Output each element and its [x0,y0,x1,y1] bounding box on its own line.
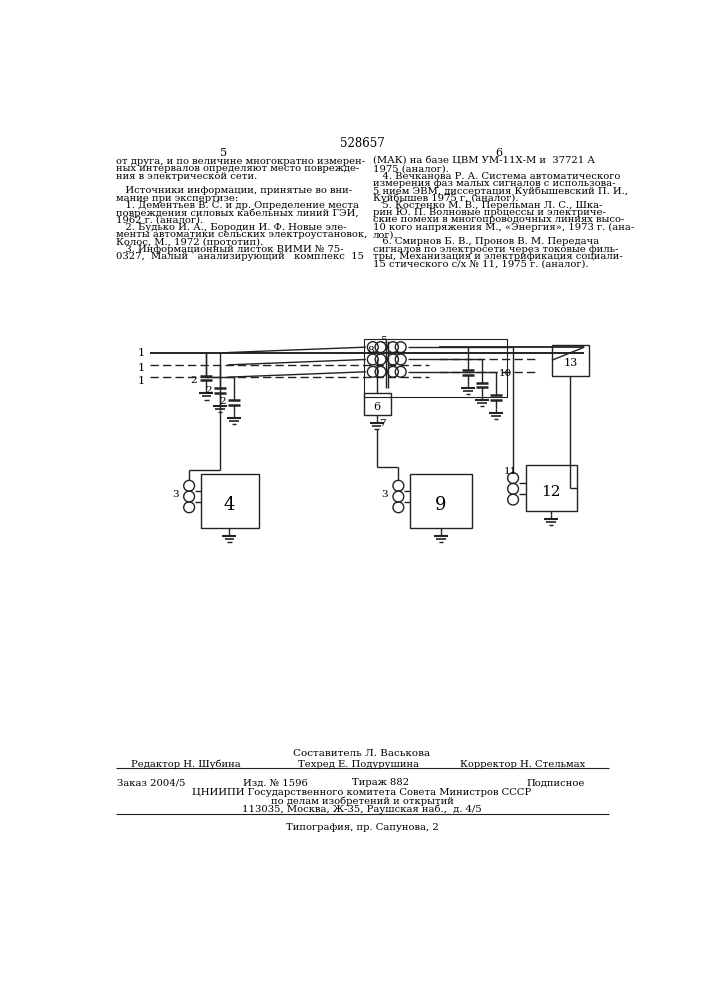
Text: Подписное: Подписное [526,778,585,787]
Text: 2: 2 [190,376,197,385]
Text: 12: 12 [542,485,561,499]
Bar [363,339,507,397]
Text: Колос, М., 1972 (прототип).: Колос, М., 1972 (прототип). [116,237,264,247]
Text: 3. Информационный листок ВИМИ № 75-: 3. Информационный листок ВИМИ № 75- [116,245,344,254]
Text: 2: 2 [205,386,211,395]
Text: 7: 7 [379,419,385,428]
Text: 1962 г. (аналог).: 1962 г. (аналог). [116,215,204,224]
Text: сигналов по электросети через токовые филь-: сигналов по электросети через токовые фи… [373,245,618,254]
Text: 5: 5 [380,336,386,345]
Text: измерения фаз малых сигналов с использова-: измерения фаз малых сигналов с использов… [373,179,615,188]
Text: 5 нием ЭВМ, диссертация Куйбышевский П. И.,: 5 нием ЭВМ, диссертация Куйбышевский П. … [373,186,628,196]
Text: 3: 3 [172,490,178,499]
Text: 6: 6 [373,402,380,412]
Text: Корректор Н. Стельмах: Корректор Н. Стельмах [460,760,585,769]
Bar [201,474,259,528]
Text: 528657: 528657 [339,137,385,150]
Text: повреждения силовых кабельных линий ГЭИ,: повреждения силовых кабельных линий ГЭИ, [116,208,359,218]
Text: ния в электрической сети.: ния в электрической сети. [116,172,257,181]
Text: 9: 9 [436,496,447,514]
Text: рин Ю. П. Волновые процессы и электриче-: рин Ю. П. Волновые процессы и электриче- [373,208,606,217]
Text: 15 стического с/х № 11, 1975 г. (аналог).: 15 стического с/х № 11, 1975 г. (аналог)… [373,259,588,268]
Text: Типография, пр. Сапунова, 2: Типография, пр. Сапунова, 2 [286,823,438,832]
Text: 8: 8 [368,346,374,355]
Bar [363,393,391,415]
Text: 5. Костенко М. В., Перельман Л. С., Шка-: 5. Костенко М. В., Перельман Л. С., Шка- [373,201,602,210]
Text: 1975 (аналог).: 1975 (аналог). [373,164,449,173]
Text: 5: 5 [221,148,228,158]
Text: 1. Дементьев В. С. и др. Определение места: 1. Дементьев В. С. и др. Определение мес… [116,201,359,210]
Text: ЦНИИПИ Государственного комитета Совета Министров СССР: ЦНИИПИ Государственного комитета Совета … [192,788,532,797]
Text: лог).: лог). [373,230,397,239]
Text: Тираж 882: Тираж 882 [352,778,409,787]
Text: 4: 4 [223,496,235,514]
Text: 10 кого напряжения М., «Энергия», 1973 г. (ана-: 10 кого напряжения М., «Энергия», 1973 г… [373,223,634,232]
Text: 6: 6 [496,148,503,158]
Text: мание при экспертизе:: мание при экспертизе: [116,194,238,203]
Text: от друга, и по величине многократно измерен-: от друга, и по величине многократно изме… [116,157,366,166]
Text: ных интервалов определяют место поврежде-: ных интервалов определяют место поврежде… [116,164,360,173]
Text: тры, Механизация и электрификация социали-: тры, Механизация и электрификация социал… [373,252,623,261]
Bar [410,474,472,528]
Text: Техред Е. Подурушина: Техред Е. Подурушина [298,760,419,769]
Text: 113035, Москва, Ж-35, Раушская наб.,  д. 4/5: 113035, Москва, Ж-35, Раушская наб., д. … [242,805,482,814]
Bar [552,345,589,376]
Text: 3: 3 [381,490,387,499]
Text: 0327,  Малый   анализирующий   комплекс  15: 0327, Малый анализирующий комплекс 15 [116,252,364,261]
Text: Куйбышев 1975 г. (аналог).: Куйбышев 1975 г. (аналог). [373,194,518,203]
Text: 10: 10 [499,369,513,378]
Text: 1: 1 [137,363,144,373]
Text: Источники информации, принятые во вни-: Источники информации, принятые во вни- [116,186,352,195]
Text: 4. Вечканова Р. А. Система автоматического: 4. Вечканова Р. А. Система автоматическо… [373,172,620,181]
Text: ские помехи в многопроводочных линиях высо-: ские помехи в многопроводочных линиях вы… [373,215,624,224]
Bar [526,465,577,511]
Text: 2: 2 [220,397,226,406]
Text: 11: 11 [504,466,518,476]
Text: 2. Будько И. А., Бородин И. Ф. Новые эле-: 2. Будько И. А., Бородин И. Ф. Новые эле… [116,223,347,232]
Text: 1: 1 [137,348,144,358]
Text: 1: 1 [137,376,144,386]
Text: Заказ 2004/5: Заказ 2004/5 [117,778,185,787]
Text: по делам изобретений и открытий: по делам изобретений и открытий [271,796,453,806]
Text: (МАК) на базе ЦВМ УМ-11Х-М и  37721 А: (МАК) на базе ЦВМ УМ-11Х-М и 37721 А [373,157,595,166]
Text: Редактор Н. Шубина: Редактор Н. Шубина [131,760,241,769]
Text: 13: 13 [563,358,578,368]
Text: 6. Смирнов Б. В., Пронов В. М. Передача: 6. Смирнов Б. В., Пронов В. М. Передача [373,237,599,246]
Text: Составитель Л. Васькова: Составитель Л. Васькова [293,749,431,758]
Text: Изд. № 1596: Изд. № 1596 [243,778,308,787]
Text: менты автоматики сельских электроустановок,: менты автоматики сельских электроустанов… [116,230,368,239]
